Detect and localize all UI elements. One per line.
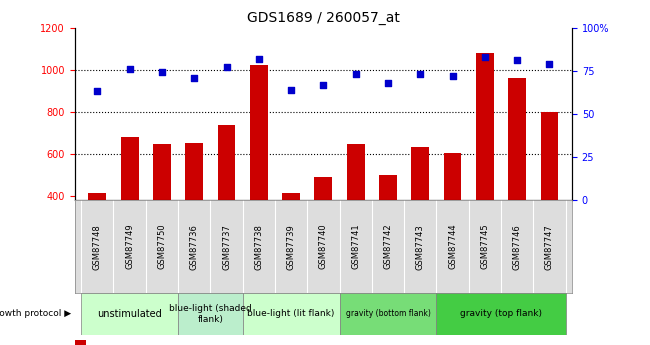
Text: GSM87745: GSM87745 — [480, 224, 489, 269]
Bar — [444, 154, 462, 280]
Point — [512, 58, 523, 63]
Point — [447, 73, 458, 79]
Point — [368, 249, 378, 255]
Text: gravity (top flank): gravity (top flank) — [460, 309, 542, 318]
Point — [415, 71, 426, 77]
Bar — [508, 78, 526, 280]
Bar — [185, 143, 203, 280]
FancyBboxPatch shape — [242, 293, 339, 335]
Text: GSM87746: GSM87746 — [513, 224, 521, 269]
Text: gravity (bottom flank): gravity (bottom flank) — [346, 309, 430, 318]
Bar — [121, 137, 138, 280]
Text: blue-light (lit flank): blue-light (lit flank) — [248, 309, 335, 318]
Text: GSM87739: GSM87739 — [287, 224, 296, 269]
Bar — [250, 66, 268, 280]
FancyBboxPatch shape — [178, 293, 242, 335]
Text: growth protocol ▶: growth protocol ▶ — [0, 309, 72, 318]
Point — [189, 75, 200, 80]
Point — [286, 87, 296, 92]
Bar — [153, 144, 171, 280]
Text: GSM87740: GSM87740 — [319, 224, 328, 269]
Text: GSM87742: GSM87742 — [384, 224, 393, 269]
Point — [221, 65, 231, 70]
Text: GSM87748: GSM87748 — [93, 224, 102, 269]
Point — [157, 70, 167, 75]
Text: GSM87744: GSM87744 — [448, 224, 457, 269]
Text: GSM87741: GSM87741 — [351, 224, 360, 269]
Point — [124, 66, 135, 72]
Text: GSM87749: GSM87749 — [125, 224, 134, 269]
Bar — [88, 193, 106, 280]
Bar — [411, 147, 429, 280]
Text: GSM87750: GSM87750 — [157, 224, 166, 269]
Bar — [282, 193, 300, 280]
Point — [254, 56, 264, 61]
Text: GSM87736: GSM87736 — [190, 224, 199, 269]
Text: GSM87738: GSM87738 — [254, 224, 263, 269]
Point — [318, 82, 328, 87]
Text: GSM87737: GSM87737 — [222, 224, 231, 269]
Point — [480, 54, 490, 60]
FancyBboxPatch shape — [339, 293, 436, 335]
Point — [350, 71, 361, 77]
Text: GSM87747: GSM87747 — [545, 224, 554, 269]
Bar — [315, 177, 332, 280]
Bar — [379, 176, 397, 280]
Bar — [218, 125, 235, 280]
Bar — [347, 144, 365, 280]
FancyBboxPatch shape — [81, 293, 178, 335]
Bar — [476, 53, 494, 280]
Bar — [541, 112, 558, 280]
Point — [544, 61, 554, 67]
Point — [383, 80, 393, 86]
Title: GDS1689 / 260057_at: GDS1689 / 260057_at — [247, 11, 400, 25]
Text: blue-light (shaded
flank): blue-light (shaded flank) — [169, 304, 252, 324]
Bar — [75, 340, 86, 345]
FancyBboxPatch shape — [436, 293, 566, 335]
Text: unstimulated: unstimulated — [98, 309, 162, 319]
Point — [92, 89, 103, 94]
Text: GSM87743: GSM87743 — [416, 224, 424, 269]
